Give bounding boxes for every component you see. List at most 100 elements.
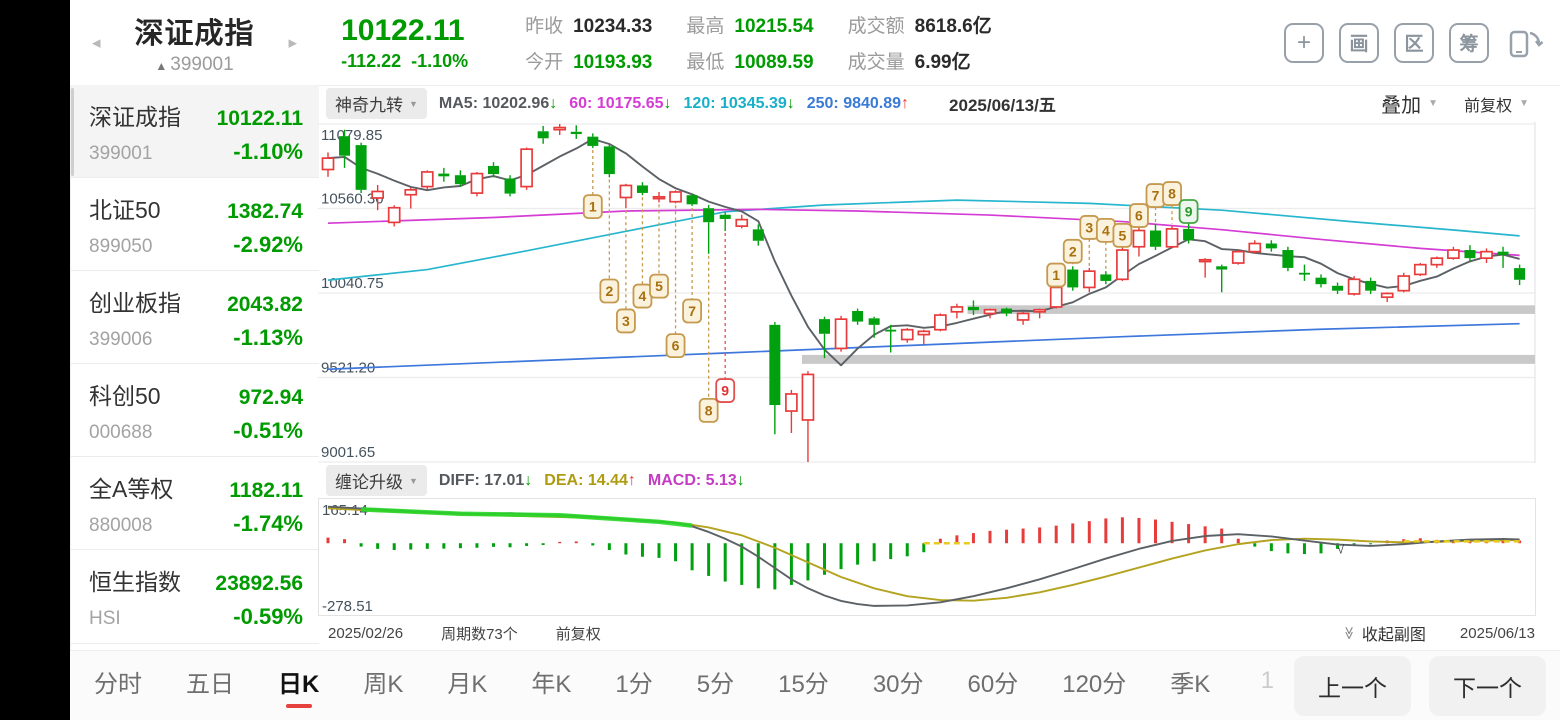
overlay-dropdown[interactable]: 叠加 ▼ bbox=[1381, 95, 1439, 117]
tab-15min[interactable]: 15分 bbox=[778, 670, 829, 698]
adjust-mode-label: 前复权 bbox=[555, 625, 601, 643]
rotate-screen-icon[interactable] bbox=[1504, 24, 1546, 62]
index-code: 899050 bbox=[89, 236, 153, 258]
tab-1min[interactable]: 1分 bbox=[615, 670, 653, 698]
svg-text:3: 3 bbox=[1085, 219, 1093, 235]
svg-text:11079.85: 11079.85 bbox=[321, 127, 382, 144]
tab-5min[interactable]: 5分 bbox=[696, 670, 735, 698]
svg-text:3: 3 bbox=[622, 313, 630, 329]
index-name: 科创50 bbox=[89, 383, 161, 410]
tab-weekly-k[interactable]: 周K bbox=[363, 670, 404, 698]
down-arrow-icon: ↓ bbox=[549, 94, 558, 112]
marker-triangle-icon: ▲ bbox=[155, 58, 168, 73]
previous-stock-button[interactable]: 上一个 bbox=[1294, 655, 1411, 716]
prev-stock-arrow-icon[interactable]: ◂ bbox=[92, 32, 101, 52]
macd-chart-canvas[interactable]: 165.14 -278.51 √ bbox=[318, 498, 1545, 616]
watchlist-item-hsi[interactable]: 恒生指数 23892.56 HSI -0.59% bbox=[71, 550, 319, 644]
content-area: 深证成指 10122.11 399001 -1.10% 北证50 1382.74 89… bbox=[70, 85, 1560, 650]
stock-code: 399001 bbox=[170, 53, 234, 75]
index-code: 000688 bbox=[89, 422, 153, 444]
macd-value: MACD: 5.13↓ bbox=[647, 471, 745, 489]
chart-footer: 2025/02/26 周期数73个 前复权 ≫ 收起副图 2025/06/13 bbox=[318, 616, 1545, 650]
index-name: 创业板指 bbox=[89, 290, 181, 317]
stock-title-block[interactable]: 深证成指 ▲ 399001 bbox=[111, 10, 279, 76]
tab-120min[interactable]: 120分 bbox=[1062, 670, 1127, 698]
svg-text:1: 1 bbox=[589, 199, 597, 215]
tab-quarterly-k[interactable]: 季K bbox=[1170, 670, 1211, 698]
tab-realtime[interactable]: 分时 bbox=[94, 670, 142, 698]
main-indicator-dropdown[interactable]: 神奇九转 ▼ bbox=[326, 88, 427, 119]
collapse-subchart-button[interactable]: ≫ 收起副图 bbox=[1342, 621, 1426, 645]
svg-text:√: √ bbox=[1338, 542, 1345, 556]
index-value: 10122.11 bbox=[216, 107, 303, 130]
draw-tool-icon[interactable]: 画 bbox=[1339, 22, 1379, 63]
svg-text:6: 6 bbox=[1135, 208, 1143, 224]
crosshair-date: 2025/06/13/五 bbox=[949, 96, 1056, 115]
price-change-pct: -1.10% bbox=[411, 50, 469, 71]
tab-60min[interactable]: 60分 bbox=[967, 670, 1019, 698]
svg-text:7: 7 bbox=[688, 303, 696, 319]
tab-clipped[interactable]: 1 bbox=[1260, 667, 1274, 694]
header-toolbar: + 画 区 筹 bbox=[1284, 22, 1546, 63]
sub-indicator-dropdown[interactable]: 缠论升级 ▼ bbox=[326, 465, 427, 496]
price-change: -112.22 bbox=[341, 50, 402, 71]
sub-chart-header: 缠论升级 ▼ DIFF: 17.01↓ DEA: 14.44↑ MACD: 5.… bbox=[318, 463, 1545, 498]
adjust-mode-dropdown[interactable]: 前复权 ▼ bbox=[1464, 97, 1529, 115]
index-value: 972.94 bbox=[238, 386, 303, 410]
index-code: 399001 bbox=[89, 143, 153, 164]
range-start-date: 2025/02/26 bbox=[328, 624, 404, 642]
ma5-value: MA5: 10202.96↓ bbox=[438, 94, 558, 112]
down-arrow-icon: ↓ bbox=[524, 471, 533, 489]
dea-value: DEA: 14.44↑ bbox=[544, 471, 636, 489]
stat-label: 最低 bbox=[686, 52, 725, 73]
svg-text:2: 2 bbox=[605, 283, 613, 299]
stat-label: 今开 bbox=[525, 52, 564, 73]
add-to-watchlist-icon[interactable]: + bbox=[1284, 22, 1324, 63]
up-arrow-icon: ↑ bbox=[627, 471, 636, 489]
svg-text:8: 8 bbox=[705, 402, 713, 418]
index-pct: -1.13% bbox=[233, 325, 303, 351]
down-arrow-icon: ↓ bbox=[736, 471, 745, 489]
chevron-down-icon: ▼ bbox=[1428, 98, 1439, 109]
down-arrow-icon: ↓ bbox=[663, 94, 672, 112]
tab-yearly-k[interactable]: 年K bbox=[531, 670, 572, 698]
index-pct: -0.51% bbox=[233, 418, 303, 444]
index-name: 全A等权 bbox=[89, 476, 174, 503]
main-chart-header: 神奇九转 ▼ MA5: 10202.96↓ 60: 10175.65↓ 120:… bbox=[318, 85, 1545, 122]
watchlist-item-star50[interactable]: 科创50 972.94 000688 -0.51% bbox=[71, 364, 319, 458]
watchlist-item-szse-component[interactable]: 深证成指 10122.11 399001 -1.10% bbox=[71, 85, 319, 179]
index-code: 399006 bbox=[89, 329, 153, 351]
index-code: HSI bbox=[89, 608, 121, 630]
svg-text:7: 7 bbox=[1152, 188, 1160, 204]
period-tab-bar: 分时 五日 日K 周K 月K 年K 1分 5分 15分 30分 60分 120分… bbox=[70, 650, 1560, 720]
turnover-value: 8618.6亿 bbox=[914, 16, 992, 37]
tab-30min[interactable]: 30分 bbox=[872, 670, 924, 698]
collapse-label: 收起副图 bbox=[1361, 627, 1426, 644]
quote-header: ◂ 深证成指 ▲ 399001 ▸ 10122.11 -112.22 -1.10% … bbox=[70, 0, 1560, 86]
watchlist-item-bse50[interactable]: 北证50 1382.74 899050 -2.92% bbox=[71, 178, 319, 272]
index-value: 1182.11 bbox=[229, 479, 303, 503]
tab-5day[interactable]: 五日 bbox=[186, 670, 234, 698]
next-stock-arrow-icon[interactable]: ▸ bbox=[288, 32, 298, 52]
watchlist-scrollbar[interactable] bbox=[71, 88, 74, 176]
svg-text:10560.30: 10560.30 bbox=[321, 191, 384, 208]
main-indicator-label: 神奇九转 bbox=[335, 96, 403, 115]
tab-daily-k[interactable]: 日K bbox=[278, 664, 319, 708]
candlestick-chart-canvas[interactable]: 11079.85 10560.30 10040.75 9521.20 9001.65 1 2… bbox=[318, 122, 1545, 463]
next-stock-button[interactable]: 下一个 bbox=[1429, 655, 1546, 716]
chevron-down-icon: ▼ bbox=[409, 475, 418, 486]
chip-distribution-icon[interactable]: 筹 bbox=[1449, 22, 1489, 63]
watchlist-item-chinext[interactable]: 创业板指 2043.82 399006 -1.13% bbox=[71, 271, 319, 365]
tab-monthly-k[interactable]: 月K bbox=[447, 670, 488, 698]
stat-label: 最高 bbox=[686, 16, 725, 37]
range-end-date: 2025/06/13 bbox=[1459, 624, 1535, 642]
watchlist-item-equal-weight[interactable]: 全A等权 1182.11 880008 -1.74% bbox=[71, 457, 319, 551]
stat-label: 昨收 bbox=[525, 16, 564, 37]
quote-stats: 昨收 10234.33 最高 10215.54 成交额 8618.6亿 今开 10193… bbox=[525, 11, 992, 74]
index-name: 深证成指 bbox=[89, 104, 181, 130]
svg-text:4: 4 bbox=[639, 288, 647, 304]
svg-text:-278.51: -278.51 bbox=[322, 598, 373, 615]
region-tool-icon[interactable]: 区 bbox=[1394, 22, 1434, 63]
index-pct: -2.92% bbox=[233, 232, 303, 258]
index-name: 北证50 bbox=[89, 197, 161, 224]
